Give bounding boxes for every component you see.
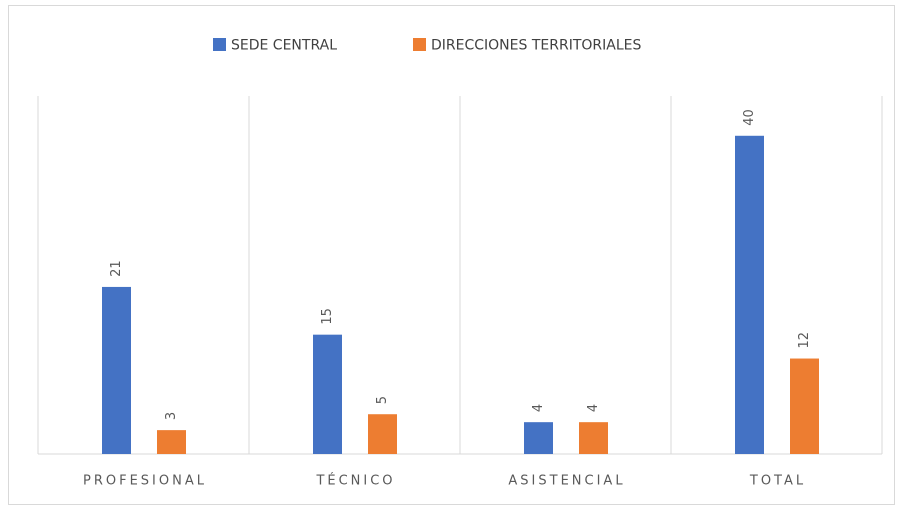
data-label: 4 — [586, 404, 601, 412]
x-tick-label: PROFESIONAL — [83, 474, 207, 489]
data-label: 12 — [797, 332, 812, 349]
x-tick-label: ASISTENCIAL — [508, 474, 625, 489]
x-tick-label: TOTAL — [749, 474, 806, 489]
x-tick-label: TÉCNICO — [315, 473, 395, 489]
legend-label: DIRECCIONES TERRITORIALES — [431, 38, 641, 54]
bar — [157, 430, 186, 454]
data-label: 3 — [164, 412, 179, 420]
data-label: 5 — [375, 396, 390, 404]
data-label: 40 — [742, 109, 757, 126]
legend-swatch — [213, 38, 226, 51]
data-label: 15 — [320, 308, 335, 325]
bar — [524, 422, 553, 454]
bar — [579, 422, 608, 454]
legend-label: SEDE CENTRAL — [231, 38, 337, 54]
bar — [102, 286, 131, 454]
legend-swatch — [413, 38, 426, 51]
bar — [368, 414, 397, 454]
data-label: 4 — [531, 404, 546, 412]
bar — [735, 135, 764, 454]
data-label: 21 — [109, 260, 124, 277]
bar — [790, 358, 819, 454]
bar — [313, 334, 342, 454]
